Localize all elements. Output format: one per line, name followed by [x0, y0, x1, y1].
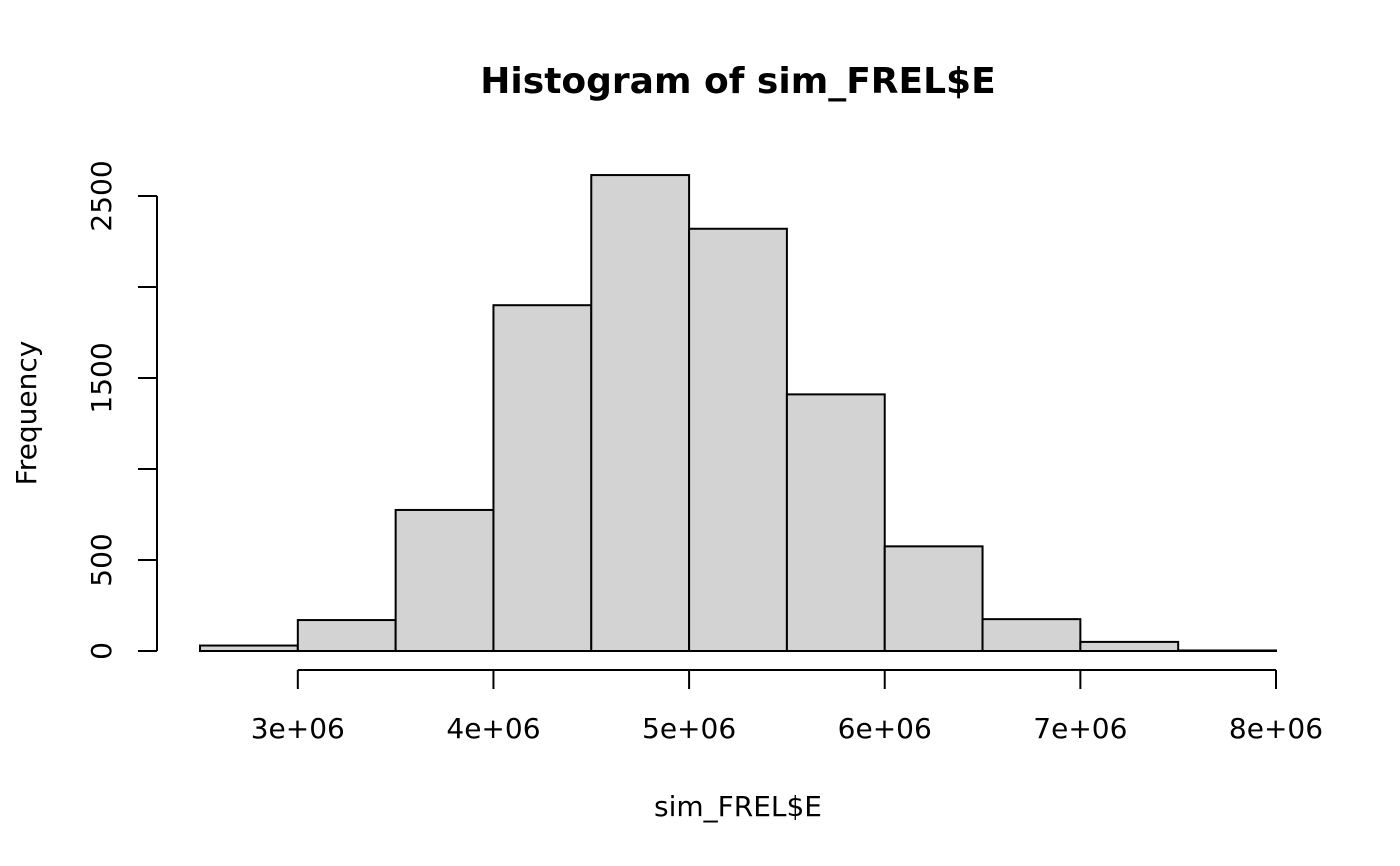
- histogram-bar-8: [981, 618, 1082, 653]
- histogram-bar-6: [785, 393, 886, 652]
- bars-group: [199, 174, 1277, 653]
- histogram-bar-10: [1177, 649, 1277, 652]
- histogram-bar-5: [688, 227, 788, 652]
- y-tick-label-0: 0: [85, 642, 118, 660]
- histogram-bar-2: [394, 508, 495, 653]
- histogram-bar-7: [883, 545, 984, 652]
- x-tick-label-2: 5e+06: [642, 712, 736, 745]
- x-axis: 3e+06 4e+06 5e+06 6e+06 7e+06 8e+06: [251, 669, 1323, 745]
- x-axis-label: sim_FREL$E: [654, 790, 822, 823]
- y-axis-label: Frequency: [10, 341, 43, 486]
- histogram-bar-3: [492, 304, 593, 652]
- x-tick-label-5: 8e+06: [1229, 712, 1323, 745]
- y-tick-label-1: 500: [85, 533, 118, 586]
- histogram-bar-1: [296, 619, 397, 652]
- histogram-bar-4: [590, 174, 691, 652]
- chart-title: Histogram of sim_FREL$E: [480, 61, 995, 102]
- y-tick-label-5: 2500: [85, 160, 118, 231]
- y-axis: 0 500 1500 2500: [85, 160, 158, 660]
- x-tick-label-3: 6e+06: [838, 712, 932, 745]
- x-tick-label-1: 4e+06: [446, 712, 540, 745]
- x-tick-label-0: 3e+06: [251, 712, 345, 745]
- y-tick-label-3: 1500: [85, 342, 118, 413]
- histogram-bar-9: [1079, 640, 1180, 653]
- x-tick-label-4: 7e+06: [1033, 712, 1127, 745]
- histogram-bar-0: [199, 644, 299, 652]
